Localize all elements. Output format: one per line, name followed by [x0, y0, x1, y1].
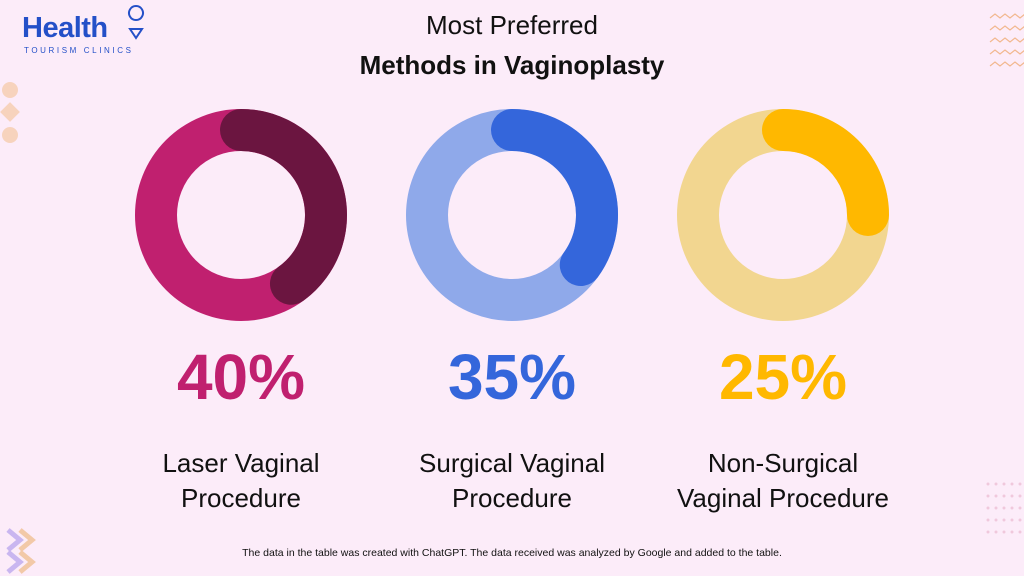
- decoration-dot: [1010, 530, 1014, 534]
- decoration-dot: [986, 518, 990, 522]
- decoration-dot: [994, 494, 998, 498]
- logo-pin: [128, 5, 144, 40]
- decoration-dot: [994, 506, 998, 510]
- title: Most Preferred: [426, 10, 598, 40]
- logo: Health: [22, 12, 108, 44]
- logo-subtitle: TOURISM CLINICS: [24, 46, 134, 55]
- decoration-dot: [1018, 494, 1022, 498]
- decoration-dot: [986, 494, 990, 498]
- donut-segment: [762, 109, 889, 236]
- decoration-dot: [1002, 482, 1006, 486]
- decoration-dot: [1002, 518, 1006, 522]
- decoration-dot: [994, 482, 998, 486]
- decoration-dot: [1018, 482, 1022, 486]
- decoration-dot: [1010, 506, 1014, 510]
- value-label: 35%: [447, 341, 577, 413]
- decoration-dot: [1002, 506, 1006, 510]
- category-label: Laser Vaginal Procedure: [162, 448, 320, 513]
- decoration-dot: [1002, 494, 1006, 498]
- decoration: [6, 528, 36, 574]
- donut-segment: [220, 109, 347, 305]
- category-label: Non-Surgical Vaginal Procedure: [677, 448, 889, 513]
- decoration-dot: [986, 506, 990, 510]
- decoration-dot: [1018, 518, 1022, 522]
- decoration-dot: [1002, 530, 1006, 534]
- donut-segment: [491, 109, 618, 286]
- decoration-dot: [994, 530, 998, 534]
- decoration-dot: [986, 530, 990, 534]
- decoration-dot: [1018, 506, 1022, 510]
- decoration: [0, 82, 20, 143]
- decoration-dot: [1018, 530, 1022, 534]
- decoration-dot: [1010, 482, 1014, 486]
- decoration: [989, 13, 1024, 67]
- decoration-dot: [986, 482, 990, 486]
- value-label: 40%: [176, 341, 306, 413]
- category-label: Surgical Vaginal Procedure: [419, 448, 605, 513]
- decoration-dot: [994, 518, 998, 522]
- decoration: [986, 482, 1022, 534]
- decoration-dot: [1010, 494, 1014, 498]
- decoration-dot: [1010, 518, 1014, 522]
- subtitle: Methods in Vaginoplasty: [359, 50, 665, 80]
- value-label: 25%: [718, 341, 848, 413]
- footnote: The data in the table was created with C…: [242, 547, 782, 559]
